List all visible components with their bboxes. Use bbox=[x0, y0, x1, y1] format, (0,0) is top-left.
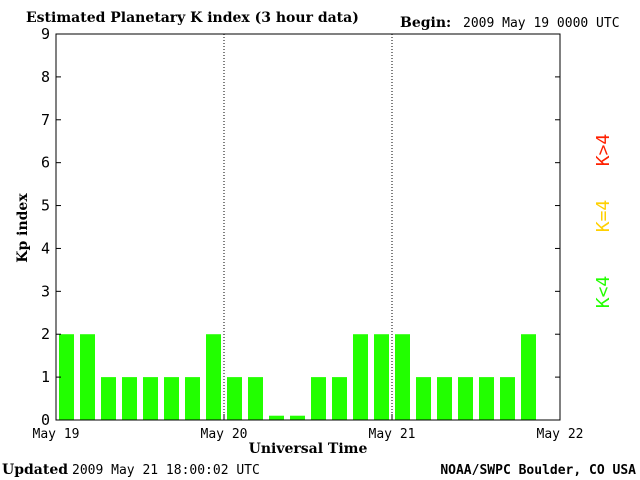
begin-date: 2009 May 19 0000 UTC bbox=[463, 16, 620, 31]
y-tick-label: 6 bbox=[41, 154, 50, 172]
y-tick-label: 0 bbox=[41, 411, 50, 429]
kp-bar bbox=[59, 334, 74, 420]
x-tick-label: May 19 bbox=[33, 427, 80, 442]
y-tick-label: 9 bbox=[41, 25, 50, 43]
kp-bar bbox=[185, 377, 200, 420]
y-tick-label: 8 bbox=[41, 68, 50, 86]
x-tick-label: May 20 bbox=[201, 427, 248, 442]
kp-bar bbox=[248, 377, 263, 420]
kp-bar bbox=[437, 377, 452, 420]
x-tick-label: May 21 bbox=[369, 427, 416, 442]
y-tick-label: 2 bbox=[41, 325, 50, 343]
y-tick-label: 5 bbox=[41, 197, 50, 215]
updated-timestamp: 2009 May 21 18:00:02 UTC bbox=[72, 463, 260, 478]
kp-bar bbox=[521, 334, 536, 420]
kp-bar bbox=[416, 377, 431, 420]
x-axis-label: Universal Time bbox=[249, 441, 368, 457]
kp-bar bbox=[164, 377, 179, 420]
bar-series bbox=[59, 334, 536, 420]
y-axis-label: Kp index bbox=[15, 193, 31, 263]
y-tick-label: 7 bbox=[41, 111, 50, 129]
kp-bar bbox=[206, 334, 221, 420]
updated-label: Updated bbox=[2, 462, 68, 478]
kp-bar bbox=[374, 334, 389, 420]
kp-bar bbox=[143, 377, 158, 420]
x-tick-label: May 22 bbox=[537, 427, 584, 442]
begin-label: Begin: bbox=[400, 15, 451, 31]
kp-bar bbox=[395, 334, 410, 420]
kp-bar bbox=[227, 377, 242, 420]
y-tick-label: 3 bbox=[41, 282, 50, 300]
kp-bar bbox=[269, 415, 284, 420]
chart-title: Estimated Planetary K index (3 hour data… bbox=[26, 10, 359, 26]
grid-lines bbox=[223, 34, 393, 420]
x-axis-ticks: May 19 May 20 May 21 May 22 bbox=[33, 414, 584, 442]
kp-bar bbox=[458, 377, 473, 420]
y-tick-label: 1 bbox=[41, 368, 50, 386]
y-axis-ticks: 0 1 2 3 4 5 6 7 8 9 bbox=[41, 25, 560, 429]
legend-k-equal-4: K=4 bbox=[593, 200, 614, 233]
kp-bar bbox=[353, 334, 368, 420]
kp-bar bbox=[80, 334, 95, 420]
kp-bar bbox=[311, 377, 326, 420]
legend-k-greater-4: K>4 bbox=[593, 134, 614, 167]
plot-frame bbox=[55, 33, 561, 421]
kp-bar bbox=[290, 415, 305, 420]
legend-k-less-4: K<4 bbox=[593, 276, 614, 309]
kp-bar bbox=[101, 377, 116, 420]
kp-bar bbox=[479, 377, 494, 420]
kp-bar bbox=[332, 377, 347, 420]
credit-text: NOAA/SWPC Boulder, CO USA bbox=[440, 463, 636, 478]
kp-bar bbox=[500, 377, 515, 420]
y-tick-label: 4 bbox=[41, 239, 50, 257]
kp-bar bbox=[122, 377, 137, 420]
